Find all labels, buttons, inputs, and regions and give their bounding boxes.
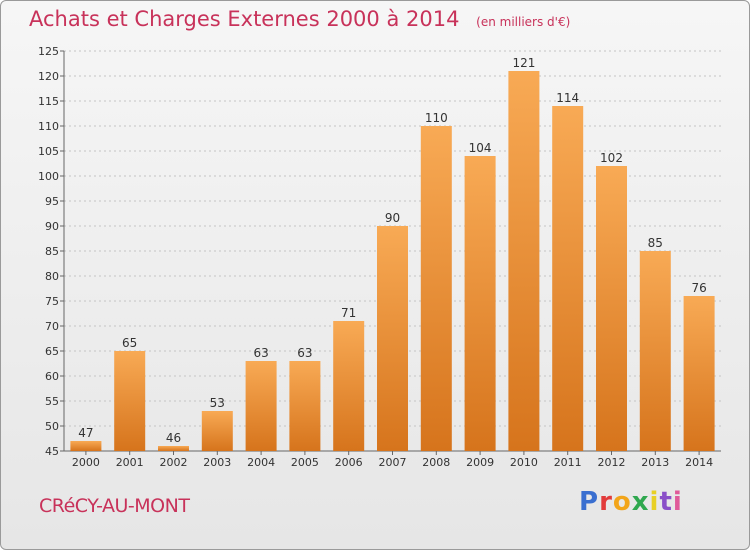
- bar: [420, 126, 452, 451]
- logo-letter: o: [612, 487, 632, 517]
- logo-letter: i: [672, 487, 683, 517]
- data-label: 104: [469, 141, 492, 155]
- bar: [201, 411, 233, 451]
- x-tick-label: 2009: [466, 456, 494, 469]
- bar: [289, 361, 321, 451]
- bars: [70, 71, 715, 451]
- y-tick-label: 75: [45, 295, 59, 308]
- proxiti-logo: Proxiti: [579, 487, 683, 517]
- commune-name: CRéCY-AU-MONT: [39, 495, 190, 517]
- x-tick-labels: 2000 2001 2002 2003 2004 2005 2006 2007 2008 2009…: [72, 451, 713, 469]
- y-tick-label: 50: [45, 420, 59, 433]
- bar: [552, 106, 584, 451]
- y-tick-label: 85: [45, 245, 59, 258]
- y-tick-label: 100: [38, 170, 59, 183]
- data-label: 102: [600, 151, 623, 165]
- bar: [683, 296, 715, 451]
- bar: [464, 156, 496, 451]
- y-tick-label: 55: [45, 395, 59, 408]
- bar: [377, 226, 408, 451]
- bar: [245, 361, 277, 451]
- y-tick-label: 45: [45, 445, 59, 458]
- y-tick-label: 80: [45, 270, 59, 283]
- chart-title-text: Achats et Charges Externes 2000 à 2014: [29, 7, 460, 31]
- y-tick-label: 70: [45, 320, 59, 333]
- x-tick-label: 2007: [379, 456, 407, 469]
- bar: [596, 166, 627, 451]
- bar: [70, 441, 102, 451]
- bar: [333, 321, 365, 451]
- x-tick-label: 2006: [335, 456, 363, 469]
- data-label: 110: [425, 111, 448, 125]
- y-tick-label: 95: [45, 195, 59, 208]
- data-labels: 47 65 46 53 63 63 71 90 110 104 121 114 102 85 76: [78, 56, 706, 445]
- x-tick-label: 2008: [422, 456, 450, 469]
- y-tick-label: 115: [38, 95, 59, 108]
- data-label: 90: [385, 211, 400, 225]
- data-label: 71: [341, 306, 356, 320]
- y-tick-label: 120: [38, 70, 59, 83]
- x-tick-label: 2001: [116, 456, 144, 469]
- logo-letter: i: [649, 487, 660, 517]
- x-tick-label: 2000: [72, 456, 100, 469]
- x-tick-label: 2002: [160, 456, 188, 469]
- data-label: 85: [648, 236, 663, 250]
- bar: [639, 251, 671, 451]
- x-tick-label: 2011: [554, 456, 582, 469]
- data-label: 65: [122, 336, 137, 350]
- data-label: 114: [556, 91, 579, 105]
- chart-unit: (en milliers d'€): [476, 15, 571, 29]
- bar: [114, 351, 146, 451]
- x-tick-label: 2010: [510, 456, 538, 469]
- x-tick-label: 2013: [641, 456, 669, 469]
- bar: [508, 71, 540, 451]
- logo-letter: x: [631, 487, 650, 517]
- x-tick-label: 2005: [291, 456, 319, 469]
- y-tick-label: 125: [38, 45, 59, 58]
- logo-letter: t: [659, 487, 673, 517]
- data-label: 47: [78, 426, 93, 440]
- data-label: 63: [297, 346, 312, 360]
- data-label: 46: [166, 431, 181, 445]
- data-label: 121: [512, 56, 535, 70]
- logo-letter: r: [599, 487, 613, 517]
- y-tick-label: 110: [38, 120, 59, 133]
- bar: [158, 446, 189, 451]
- y-tick-labels: 45 50 55 60 65 70 75 80 85 90 95 100 105 110 115 120 125: [38, 45, 64, 458]
- x-tick-label: 2003: [203, 456, 231, 469]
- y-tick-label: 65: [45, 345, 59, 358]
- y-tick-label: 60: [45, 370, 59, 383]
- chart-title: Achats et Charges Externes 2000 à 2014 (…: [29, 7, 570, 31]
- x-tick-label: 2004: [247, 456, 275, 469]
- y-tick-label: 90: [45, 220, 59, 233]
- data-label: 53: [210, 396, 225, 410]
- y-tick-label: 105: [38, 145, 59, 158]
- data-label: 76: [691, 281, 706, 295]
- data-label: 63: [253, 346, 268, 360]
- logo-letter: P: [579, 487, 600, 517]
- x-tick-label: 2014: [685, 456, 713, 469]
- x-tick-label: 2012: [598, 456, 626, 469]
